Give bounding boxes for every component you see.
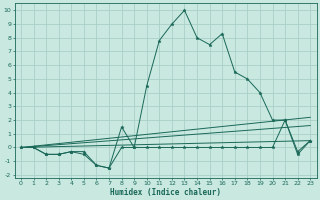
X-axis label: Humidex (Indice chaleur): Humidex (Indice chaleur) (110, 188, 221, 197)
